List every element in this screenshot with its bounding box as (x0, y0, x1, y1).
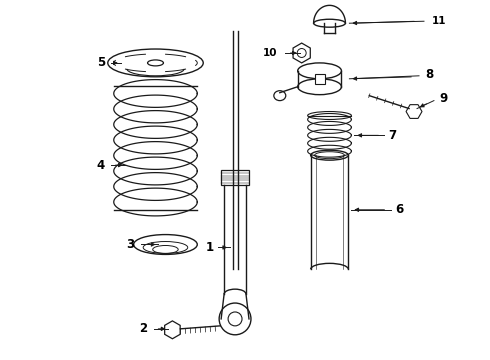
Text: 11: 11 (432, 16, 446, 26)
Text: 10: 10 (263, 48, 277, 58)
Text: 5: 5 (97, 57, 105, 69)
Text: 8: 8 (425, 68, 433, 81)
Bar (315, 74, 324, 84)
Text: 3: 3 (126, 238, 135, 251)
Text: 2: 2 (140, 322, 147, 336)
Text: 4: 4 (97, 159, 105, 172)
Text: 1: 1 (206, 241, 214, 254)
Text: 6: 6 (395, 203, 403, 216)
Bar (221, 170, 249, 185)
Text: 7: 7 (388, 129, 396, 142)
Text: 9: 9 (440, 92, 448, 105)
